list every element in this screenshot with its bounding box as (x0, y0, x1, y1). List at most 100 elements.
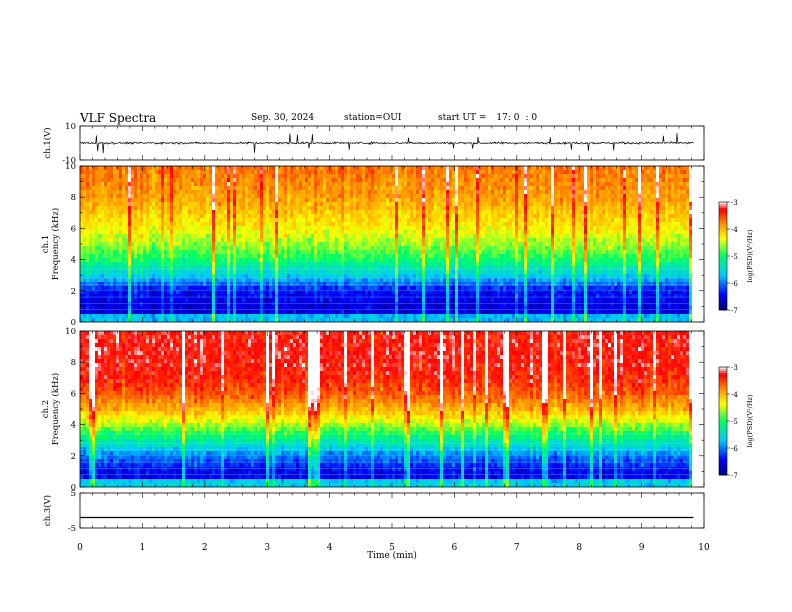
ch1-spectrogram-cell (182, 266, 186, 271)
ch1-spectrogram-cell (416, 274, 420, 279)
ch1-spectrogram-cell (137, 170, 141, 175)
ch1-spectrogram-cell (317, 202, 321, 207)
ch1-spectrogram-cell (332, 194, 336, 199)
ch1-spectrogram-cell (95, 290, 99, 295)
ch1-spectrogram-cell (341, 170, 345, 175)
start-time-value: 17: 0 (496, 113, 520, 123)
ch1-spectrogram-cell (299, 194, 303, 199)
ch1-spectrogram-cell (323, 226, 327, 231)
ch1-spectrogram-cell (152, 182, 156, 187)
ch1-spectrogram-cell (110, 306, 114, 311)
ch1-spectrogram-cell (227, 254, 231, 259)
ch1-spectrogram-cell (161, 182, 165, 187)
ch1-spectrogram-cell (107, 234, 111, 239)
ch1-spectrogram-cell (329, 282, 333, 287)
ch1-spectrogram-cell (254, 290, 258, 295)
ch1-spectrogram-cell (101, 226, 105, 231)
ch1-spectrogram-cell (335, 202, 339, 207)
ch1-spectrogram-cell (263, 314, 267, 319)
ch1-spectrogram-cell (281, 242, 285, 247)
ch1-spectrogram-cell (368, 282, 372, 287)
ch1-spectrogram-cell (311, 174, 315, 179)
ch1-spectrogram-cell (248, 166, 252, 171)
ch1-spectrogram-cell (143, 174, 147, 179)
ch1-spectrogram-cell (296, 318, 300, 322)
ch1-spectrogram-cell (452, 182, 456, 187)
ch1-spectrogram-cell (440, 290, 444, 295)
ch1-spectrogram-cell (443, 250, 447, 255)
ch1-spectrogram-cell (248, 234, 252, 239)
ch1-spectrogram-cell (191, 298, 195, 303)
ch1-spectrogram-cell (263, 310, 267, 315)
ch1-spectrogram-cell (329, 306, 333, 311)
ch1-spectrogram-cell (233, 274, 237, 279)
ch1-spectrogram-cell (383, 318, 387, 322)
ch1-spectrogram-cell (302, 282, 306, 287)
ch1-spectrogram-cell (113, 318, 117, 322)
ch1-spectrogram-cell (182, 282, 186, 287)
ch1-spectrogram-cell (389, 246, 393, 251)
ch1-spectrogram-cell (263, 286, 267, 291)
ch1-spectrogram-cell (164, 258, 168, 263)
ch1-spectrogram-cell (383, 206, 387, 211)
ch1-spectrogram-cell (221, 298, 225, 303)
ch1-spectrogram-cell (140, 222, 144, 227)
ch1-spectrogram-cell (143, 186, 147, 191)
ch1-spectrogram-cell (98, 270, 102, 275)
ch1-spectrogram-cell (83, 198, 87, 203)
ch1-spectrogram-cell (446, 302, 450, 307)
ch1-spectrogram-cell (416, 278, 420, 283)
ch1-spectrogram-cell (131, 298, 135, 303)
ch1-spectrogram-cell (452, 238, 456, 243)
ch1-spectrogram-cell (119, 222, 123, 227)
ch1-spectrogram-cell (419, 214, 423, 219)
ch1-spectrogram-cell (440, 226, 444, 231)
ch1-spectrogram-cell (314, 170, 318, 175)
ch1-spectrogram-cell (242, 198, 246, 203)
ch1-spectrogram-cell (170, 254, 174, 259)
ch1-spectrogram-cell (248, 314, 252, 319)
ch1-spectrogram-cell (323, 262, 327, 267)
ch1-spectrogram-cell (125, 270, 129, 275)
ch1-spectrogram-cell (299, 318, 303, 322)
ch1-spectrogram-cell (425, 226, 429, 231)
ch1-spectrogram-cell (320, 310, 324, 315)
ch1-spectrogram-cell (380, 170, 384, 175)
ch1-spectrogram-cell (89, 234, 93, 239)
ch1-spectrogram-cell (413, 282, 417, 287)
ch1-spectrogram-cell (404, 262, 408, 267)
ch1-spectrogram-cell (164, 170, 168, 175)
ch1-spectrogram-cell (110, 286, 114, 291)
ch1-spectrogram-cell (275, 262, 279, 267)
ch1-spectrogram-cell (278, 182, 282, 187)
ch1-spectrogram-cell (86, 166, 90, 171)
ch1-spectrogram-cell (413, 310, 417, 315)
ch1-spectrogram-cell (83, 294, 87, 299)
ch1-spectrogram-cell (311, 230, 315, 235)
ch1-spectrogram-cell (389, 294, 393, 299)
ch1-spectrogram-cell (218, 274, 222, 279)
ch1-spectrogram-cell (305, 242, 309, 247)
ch1-spectrogram-cell (218, 282, 222, 287)
ch1-spectrogram-cell (116, 306, 120, 311)
ch1-spectrogram-cell (269, 294, 273, 299)
ch1-spectrogram-cell (131, 202, 135, 207)
ch1-spectrogram-cell (323, 202, 327, 207)
ch1-spectrogram-cell (299, 214, 303, 219)
ch1-spectrogram-cell (437, 270, 441, 275)
ch1-spectrogram-cell (122, 202, 126, 207)
ch1-spectrogram-cell (449, 250, 453, 255)
ch1-spectrogram-cell (269, 242, 273, 247)
ch1-spectrogram-cell (191, 310, 195, 315)
ch1-spectrogram-cell (305, 198, 309, 203)
ch1-spectrogram-cell (290, 210, 294, 215)
ch1-spectrogram-cell (182, 302, 186, 307)
ch1-spectrogram-cell (389, 174, 393, 179)
ch1-spectrogram-cell (452, 262, 456, 267)
ch1-spectrogram-cell (413, 302, 417, 307)
ch1-spectrogram-cell (413, 306, 417, 311)
ch1-spectrogram-cell (380, 242, 384, 247)
ch1-spectrogram-cell (293, 278, 297, 283)
ch1-spectrogram-cell (272, 210, 276, 215)
ch1-spectrogram-cell (146, 214, 150, 219)
